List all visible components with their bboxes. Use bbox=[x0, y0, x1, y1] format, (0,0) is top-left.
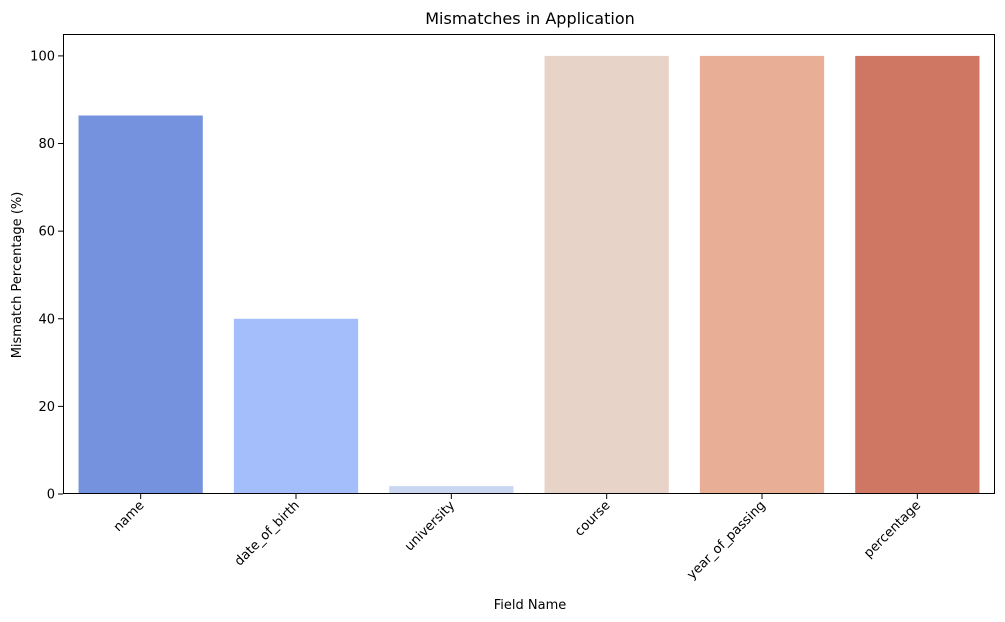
bar-date-of-birth bbox=[233, 318, 359, 494]
x-tick-label: date_of_birth bbox=[232, 498, 303, 569]
x-tick-label: university bbox=[402, 498, 458, 554]
y-axis-label: Mismatch Percentage (%) bbox=[10, 192, 25, 359]
x-axis-ticks: name date_of_birth university course year_of… bbox=[111, 494, 924, 583]
bar-university bbox=[389, 486, 514, 494]
y-axis-ticks: 0 20 40 60 80 100 bbox=[30, 49, 63, 503]
x-tick-label: course bbox=[572, 498, 613, 539]
y-tick-label: 60 bbox=[38, 225, 55, 240]
y-tick-label: 0 bbox=[47, 488, 55, 503]
bar-name bbox=[78, 115, 203, 494]
y-tick-label: 80 bbox=[38, 137, 55, 152]
y-tick-label: 20 bbox=[38, 400, 55, 415]
bars-group bbox=[78, 55, 980, 495]
x-tick-label: percentage bbox=[861, 498, 924, 561]
y-tick-label: 40 bbox=[38, 312, 55, 327]
x-axis-label: Field Name bbox=[494, 598, 567, 613]
bar-course bbox=[544, 55, 669, 495]
plot-area-frame bbox=[63, 34, 995, 494]
chart-title: Mismatches in Application bbox=[425, 9, 635, 28]
x-tick-label: year_of_passing bbox=[684, 498, 768, 582]
x-tick-label: name bbox=[111, 498, 148, 535]
bar-year-of-passing bbox=[699, 55, 825, 495]
bar-percentage bbox=[855, 55, 980, 495]
y-tick-label: 100 bbox=[30, 49, 55, 64]
